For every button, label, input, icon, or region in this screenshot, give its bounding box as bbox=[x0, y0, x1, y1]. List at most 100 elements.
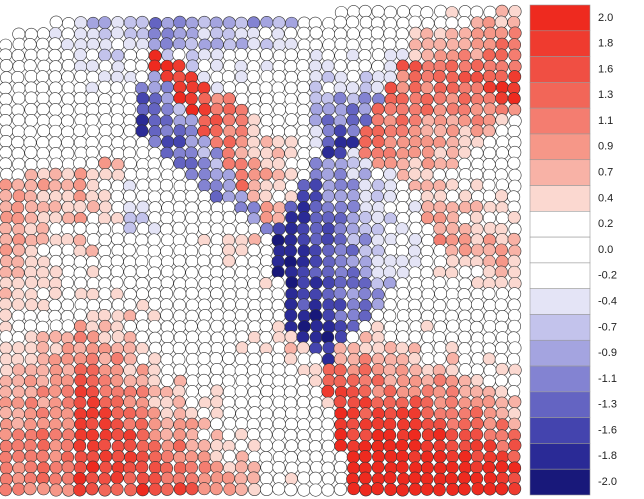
atom bbox=[321, 59, 335, 73]
atom bbox=[346, 211, 360, 225]
atom bbox=[24, 363, 38, 377]
atom bbox=[172, 59, 186, 73]
atom bbox=[421, 200, 435, 214]
atom bbox=[408, 15, 422, 29]
atom bbox=[198, 385, 212, 399]
atom bbox=[184, 157, 198, 171]
atom bbox=[383, 396, 397, 410]
atom bbox=[222, 179, 236, 193]
atom bbox=[209, 352, 223, 366]
atom bbox=[408, 352, 422, 366]
atom bbox=[396, 374, 410, 388]
atom bbox=[333, 15, 347, 29]
atom bbox=[496, 211, 510, 225]
atom bbox=[508, 341, 522, 355]
atom bbox=[60, 178, 74, 192]
atom bbox=[135, 460, 149, 474]
atom bbox=[172, 341, 186, 355]
atom bbox=[98, 48, 112, 62]
atom bbox=[482, 48, 496, 62]
atom bbox=[48, 92, 62, 106]
atom bbox=[172, 395, 186, 409]
atom bbox=[495, 91, 509, 105]
atom bbox=[507, 265, 521, 279]
atom bbox=[470, 243, 484, 257]
atom bbox=[24, 460, 38, 474]
atom bbox=[61, 114, 75, 128]
atom bbox=[272, 482, 286, 496]
colorbar-swatch bbox=[529, 4, 591, 32]
atom bbox=[86, 396, 100, 410]
atom bbox=[148, 319, 162, 333]
atom bbox=[184, 319, 198, 333]
colorbar-label: 1.1 bbox=[598, 115, 613, 127]
atom bbox=[0, 406, 13, 420]
atom bbox=[98, 438, 112, 452]
atom bbox=[395, 233, 409, 247]
atom bbox=[358, 135, 372, 149]
atom bbox=[383, 190, 397, 204]
atom bbox=[98, 483, 112, 497]
atom bbox=[23, 319, 37, 333]
atom bbox=[86, 70, 100, 84]
atom bbox=[322, 102, 336, 116]
atom bbox=[396, 157, 410, 171]
atom bbox=[123, 352, 137, 366]
atom bbox=[309, 417, 323, 431]
atom bbox=[173, 407, 187, 421]
atom bbox=[457, 471, 471, 485]
atom bbox=[136, 471, 150, 485]
atom bbox=[346, 276, 360, 290]
atom bbox=[433, 157, 447, 171]
atom bbox=[73, 200, 87, 214]
atom bbox=[197, 179, 211, 193]
atom bbox=[384, 232, 398, 246]
atom bbox=[74, 276, 88, 290]
atom bbox=[73, 439, 87, 453]
atom bbox=[23, 418, 37, 432]
atom bbox=[0, 385, 13, 399]
colorbar-swatch bbox=[529, 417, 591, 444]
atom bbox=[470, 178, 484, 192]
atom bbox=[432, 276, 446, 290]
atom bbox=[470, 81, 484, 95]
atom bbox=[395, 124, 409, 138]
atom bbox=[136, 385, 150, 399]
atom bbox=[347, 124, 361, 138]
atom bbox=[235, 179, 249, 193]
atom bbox=[358, 102, 372, 116]
atom bbox=[457, 482, 471, 496]
atom bbox=[297, 211, 311, 225]
atom bbox=[197, 417, 211, 431]
atom bbox=[160, 287, 174, 301]
atom bbox=[160, 330, 174, 344]
atom bbox=[235, 341, 249, 355]
atom bbox=[148, 38, 162, 52]
atom bbox=[123, 59, 137, 73]
atom bbox=[346, 167, 360, 181]
atom bbox=[86, 178, 100, 192]
atom bbox=[446, 124, 460, 138]
atom bbox=[186, 352, 200, 366]
atom bbox=[409, 287, 423, 301]
atom bbox=[0, 189, 13, 203]
atom bbox=[458, 146, 472, 160]
atom bbox=[185, 482, 199, 496]
atom bbox=[271, 276, 285, 290]
colorbar-label: -1.3 bbox=[598, 399, 617, 411]
atom bbox=[409, 395, 423, 409]
atom bbox=[0, 330, 13, 344]
atom bbox=[446, 482, 460, 496]
atom bbox=[346, 81, 360, 95]
atom bbox=[11, 396, 25, 410]
atom bbox=[458, 330, 472, 344]
atom bbox=[61, 136, 75, 150]
atom bbox=[160, 396, 174, 410]
atom bbox=[508, 70, 522, 84]
atom bbox=[197, 254, 211, 268]
colorbar-label: 1.3 bbox=[598, 89, 613, 101]
atom bbox=[433, 428, 447, 442]
atom bbox=[297, 471, 311, 485]
atom bbox=[358, 59, 372, 73]
